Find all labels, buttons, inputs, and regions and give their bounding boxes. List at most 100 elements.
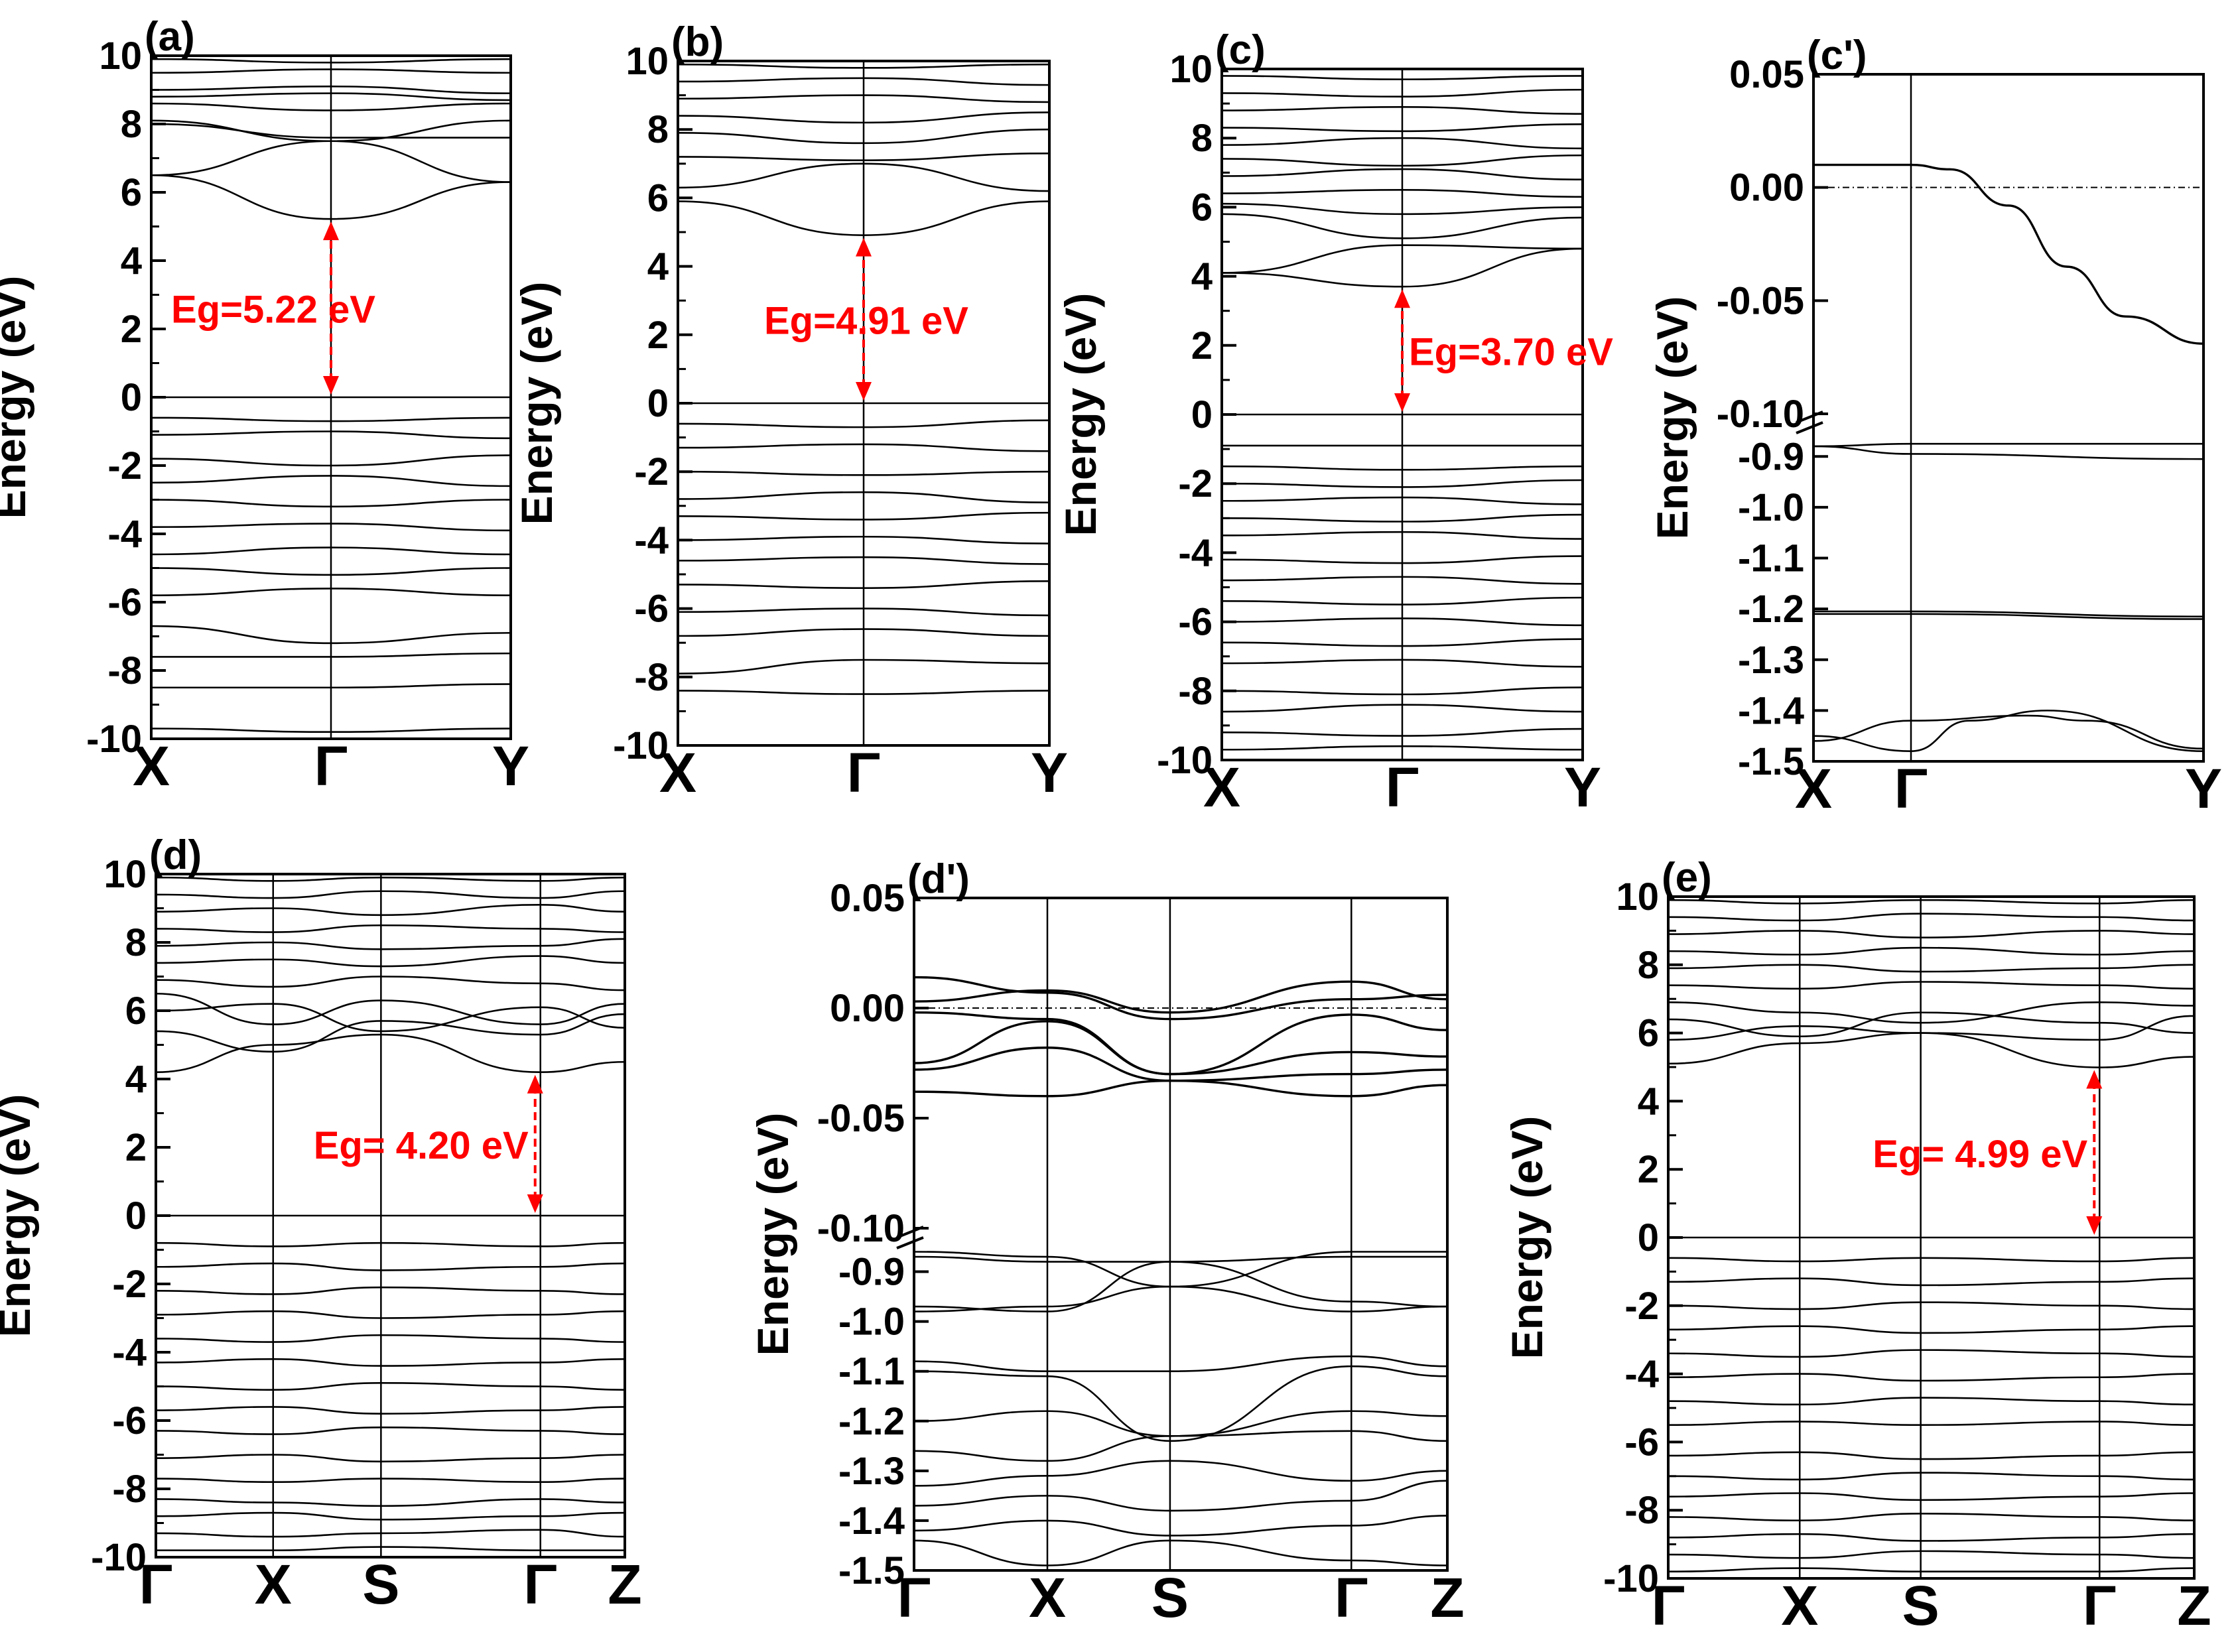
band-line [678,153,1049,161]
bands-upper [1813,163,2204,345]
band-line [1222,745,1583,751]
panel-label: (c) [1215,27,1266,73]
y-tick-label: 6 [125,989,147,1033]
band-line [1222,189,1583,198]
band-line [1222,137,1583,150]
band-gap-label: Eg=3.70 eV [1409,331,1613,374]
y-tick-label: -6 [1624,1421,1659,1464]
band-line [156,1334,625,1343]
band-line [914,1011,1447,1076]
y-tick-label: 10 [99,34,142,78]
band-line [151,58,511,64]
band-line [1222,659,1583,668]
y-tick-label: 0 [1638,1216,1659,1259]
band-line [151,546,511,556]
band-line [1222,202,1583,216]
band-line [1222,596,1583,605]
y-tick-label: -4 [112,1331,147,1374]
y-tick-label: -10 [1157,739,1213,782]
band-line [678,491,1049,503]
band-line [1222,531,1583,540]
y-tick-label: 0.00 [830,987,905,1030]
band-line [678,659,1049,674]
panel-c: X Γ Y (c) Energy (eV) 10 8 6 4 2 0 -2 -4 -6 -8 -10 Eg=3.… [1056,27,1613,818]
kpoint-label: Y [2185,757,2222,820]
kpoint-label: X [255,1553,292,1616]
band-line [1222,106,1583,115]
band-line [151,652,511,658]
y-tick-label: -1.4 [1738,689,1804,732]
y-tick-label: -1.1 [838,1350,905,1393]
axis-break-mark [1796,421,1823,434]
y-axis-label: Energy (eV) [1648,296,1697,540]
band-line [151,728,511,733]
y-tick-label: 4 [125,1058,147,1101]
band-line [1222,88,1583,97]
kpoint-label: Γ [1894,757,1928,820]
y-tick-label: 6 [1191,186,1213,229]
band-line [1813,163,2204,345]
y-tick-label: -1.2 [838,1400,905,1443]
kpoint-label: X [1781,1574,1818,1637]
bands [1222,75,1583,751]
band-line [1668,1533,2194,1542]
y-tick-label: -0.05 [1717,279,1804,322]
y-tick-label: -0.10 [1717,393,1804,436]
y-tick-label: -1.0 [838,1301,905,1344]
band-line [1668,1011,2194,1038]
band-line [1668,1550,2194,1559]
band-line [156,1262,625,1271]
band-line [151,499,511,508]
y-tick-label: -4 [1624,1353,1659,1396]
y-tick-label: -1.5 [1738,740,1804,783]
band-line [156,1241,625,1247]
band-line [156,876,625,882]
band-line [1222,479,1583,488]
band-line [156,1454,625,1463]
band-line [678,580,1049,589]
band-line [1222,704,1583,713]
y-tick-label: 4 [121,239,142,283]
band-line [1222,686,1583,696]
band-line [1222,638,1583,647]
band-line [156,1003,625,1033]
y-tick-label: -8 [112,1468,147,1511]
band-line [156,1406,625,1415]
band-line [151,625,511,645]
y-tick-label: -2 [112,1263,147,1306]
band-line [1668,1257,2194,1263]
band-line [1668,1472,2194,1481]
band-line [678,511,1049,521]
y-axis-label: Energy (eV) [1056,293,1105,537]
band-line [1668,1325,2194,1334]
axis-frame [1812,73,2205,763]
band-line [1668,1451,2194,1460]
band-line [678,128,1049,145]
bands [156,876,625,1552]
y-tick-label: -0.9 [1738,435,1804,478]
band-line [156,1529,625,1538]
band-line [678,628,1049,637]
y-tick-label: 0 [647,382,669,425]
y-tick-label: -1.5 [838,1549,905,1592]
band-line [678,443,1049,452]
band-line [151,683,511,689]
panel-label: (e) [1662,855,1712,901]
y-tick-label: -4 [634,519,669,562]
y-tick-label: 8 [121,103,142,146]
band-gap-label: Eg=4.91 eV [764,299,968,342]
band-line [1668,1301,2194,1310]
band-line [156,1033,625,1074]
band-line [1222,168,1583,181]
panel-c-prime: X Γ Y (c') Energy (eV) 0.05 0.00 -0.05 -0.10-0.9… [1648,32,2222,820]
band-line [151,430,511,440]
band-line [914,1079,1447,1098]
band-line [678,111,1049,124]
band-line [151,588,511,596]
y-axis-label: Energy (eV) [1502,1116,1551,1360]
band-gap-arrowhead-bottom [323,376,339,395]
kpoint-label: Γ [1386,756,1419,818]
y-tick-label: -8 [107,649,142,692]
kpoint-label: S [1152,1566,1189,1629]
